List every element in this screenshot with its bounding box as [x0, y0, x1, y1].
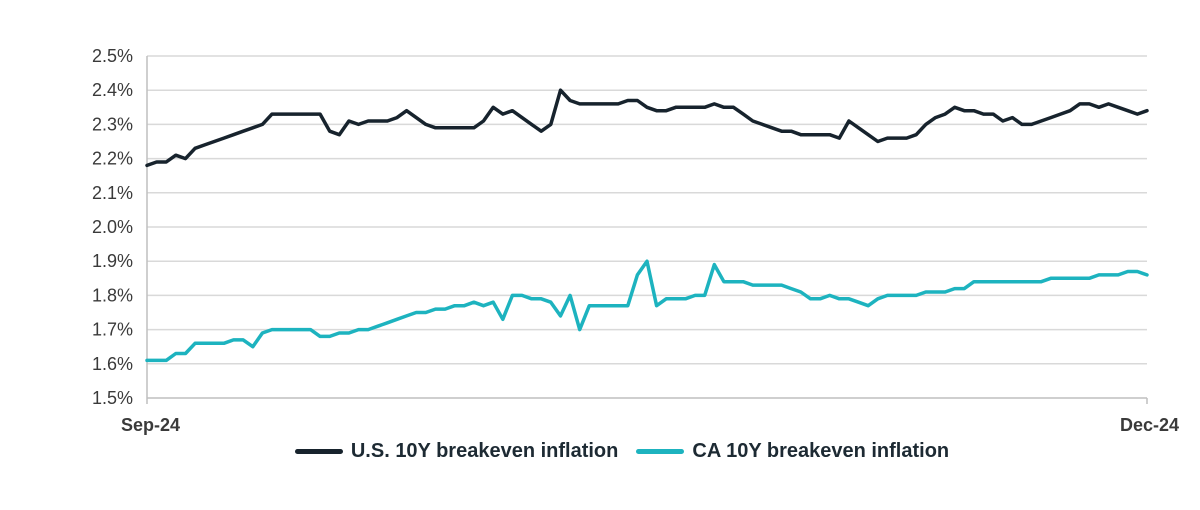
legend-label-ca: CA 10Y breakeven inflation — [692, 440, 950, 462]
x-tick-label: Dec-24 — [1120, 415, 1179, 435]
series-line-0 — [145, 88, 1149, 168]
series-line-1 — [145, 259, 1149, 363]
y-tick-label: 1.7% — [92, 320, 133, 340]
tick-labels: 1.5% 1.6% 1.7% 1.8% 1.9% 2.0% 2.1% 2.2% 2.3% 2.4%… — [92, 46, 1179, 435]
y-tick-label: 1.8% — [92, 285, 133, 305]
y-tick-label: 1.9% — [92, 251, 133, 271]
y-tick-label: 2.3% — [92, 114, 133, 134]
y-tick-label: 1.6% — [92, 354, 133, 374]
x-tick-label: Sep-24 — [121, 415, 180, 435]
legend-item-us: U.S. 10Y breakeven inflation — [294, 440, 619, 463]
y-tick-label: 2.4% — [92, 80, 133, 100]
legend: U.S. 10Y breakeven inflation CA 10Y brea… — [22, 440, 1200, 463]
legend-swatch-ca — [636, 449, 685, 454]
y-tick-label: 2.0% — [92, 217, 133, 237]
y-tick-label: 2.1% — [92, 183, 133, 203]
line-chart: 1.5% 1.6% 1.7% 1.8% 1.9% 2.0% 2.1% 2.2% 2.3% 2.4%… — [92, 46, 1179, 435]
legend-label-us: U.S. 10Y breakeven inflation — [350, 440, 619, 462]
series-lines — [145, 88, 1149, 363]
axes — [146, 56, 1148, 404]
legend-swatch-us — [294, 449, 343, 454]
y-tick-label: 2.5% — [92, 46, 133, 66]
legend-item-ca: CA 10Y breakeven inflation — [636, 440, 949, 463]
y-tick-label: 1.5% — [92, 388, 133, 408]
y-tick-label: 2.2% — [92, 149, 133, 169]
gridlines — [147, 55, 1147, 365]
